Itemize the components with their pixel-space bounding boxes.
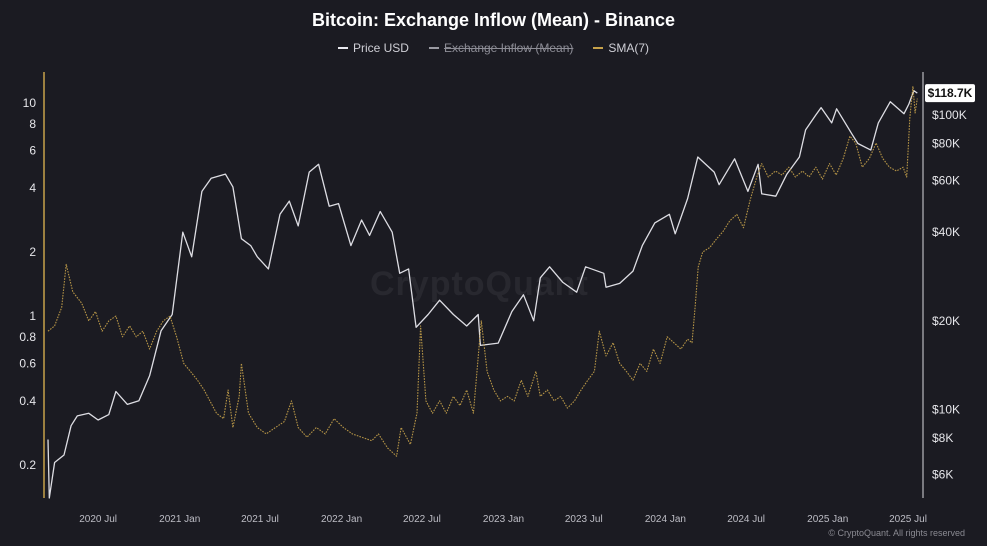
legend-swatch-price-usd (337, 47, 348, 49)
x-tick-label: 2025 Jul (889, 514, 927, 525)
copyright-text: © CryptoQuant. All rights reserved (828, 528, 965, 538)
x-tick-label: 2024 Jan (645, 514, 686, 525)
legend-swatch-exchange-inflow-mean (428, 47, 439, 49)
legend-item-exchange-inflow-mean[interactable]: Exchange Inflow (Mean) (428, 41, 574, 55)
x-tick-label: 2020 Jul (79, 514, 117, 525)
x-tick-label: 2023 Jan (483, 514, 524, 525)
y-left-tick-label: 6 (29, 143, 36, 157)
legend-label-exchange-inflow-mean: Exchange Inflow (Mean) (443, 41, 574, 55)
legend-item-price-usd[interactable]: Price USD (337, 41, 409, 55)
chart-title: Bitcoin: Exchange Inflow (Mean) - Binanc… (311, 10, 676, 30)
y-left-tick-label: 0.8 (19, 330, 36, 344)
legend-item-sma7[interactable]: SMA(7) (593, 41, 649, 55)
y-left-tick-label: 2 (29, 245, 36, 259)
y-left-tick-label: 4 (29, 181, 36, 195)
y-right-tick-label: $80K (932, 137, 960, 151)
x-tick-label: 2024 Jul (727, 514, 765, 525)
x-tick-label: 2025 Jan (807, 514, 848, 525)
y-right-tick-label: $100K (932, 108, 967, 122)
y-right-tick-label: $40K (932, 225, 960, 239)
y-right-tick-label: $60K (932, 173, 960, 187)
series-line-price-usd (47, 89, 918, 499)
y-left-tick-label: 0.6 (19, 356, 36, 370)
legend-label-price-usd: Price USD (352, 41, 409, 55)
last-value-badge (925, 84, 975, 103)
series-line-sma7 (47, 85, 918, 457)
chart-legend: Price USD Exchange Inflow (Mean) SMA(7) (0, 41, 987, 55)
y-right-tick-label: $8K (932, 431, 953, 445)
last-value-label: $118.7K (928, 86, 973, 100)
y-left-tick-label: 1 (29, 309, 36, 323)
y-left-tick-label: 10 (23, 96, 37, 110)
watermark-text: CryptoQuant (370, 265, 589, 303)
x-tick-label: 2023 Jul (565, 514, 603, 525)
y-left-tick-label: 0.2 (19, 458, 36, 472)
y-right-tick-label: $20K (932, 314, 960, 328)
x-tick-label: 2021 Jul (241, 514, 279, 525)
x-tick-label: 2022 Jan (321, 514, 362, 525)
x-tick-label: 2022 Jul (403, 514, 441, 525)
y-right-tick-label: $10K (932, 402, 960, 416)
y-left-tick-label: 8 (29, 117, 36, 131)
y-right-tick-label: $6K (932, 468, 953, 482)
legend-label-sma7: SMA(7) (608, 41, 650, 55)
y-left-tick-label: 0.4 (19, 394, 36, 408)
x-tick-label: 2021 Jan (159, 514, 200, 525)
legend-swatch-sma7 (593, 47, 604, 49)
